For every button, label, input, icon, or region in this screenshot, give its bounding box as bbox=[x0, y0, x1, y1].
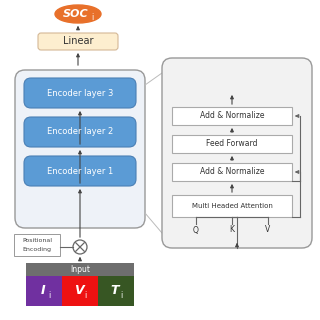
FancyBboxPatch shape bbox=[38, 33, 118, 50]
Ellipse shape bbox=[55, 5, 101, 23]
Text: Input: Input bbox=[70, 265, 90, 274]
FancyBboxPatch shape bbox=[24, 78, 136, 108]
Bar bbox=[26, 263, 134, 276]
FancyBboxPatch shape bbox=[24, 117, 136, 147]
FancyBboxPatch shape bbox=[24, 156, 136, 186]
Text: V: V bbox=[74, 284, 84, 298]
Text: Add & Normalize: Add & Normalize bbox=[200, 111, 264, 121]
Bar bbox=[98, 276, 134, 306]
Bar bbox=[172, 163, 292, 181]
Text: Encoder layer 2: Encoder layer 2 bbox=[47, 127, 113, 137]
Text: Encoding: Encoding bbox=[22, 246, 52, 252]
FancyBboxPatch shape bbox=[15, 70, 145, 228]
Text: Encoder layer 1: Encoder layer 1 bbox=[47, 166, 113, 175]
Text: Q: Q bbox=[193, 226, 199, 235]
Text: i: i bbox=[84, 291, 86, 300]
Bar bbox=[172, 135, 292, 153]
Text: I: I bbox=[41, 284, 45, 298]
FancyBboxPatch shape bbox=[162, 58, 312, 248]
Text: i: i bbox=[48, 291, 50, 300]
Text: V: V bbox=[265, 226, 271, 235]
Text: i: i bbox=[91, 12, 93, 21]
Text: Feed Forward: Feed Forward bbox=[206, 140, 258, 148]
Circle shape bbox=[73, 240, 87, 254]
Text: Add & Normalize: Add & Normalize bbox=[200, 167, 264, 177]
Text: T: T bbox=[111, 284, 119, 298]
Text: Multi Headed Attention: Multi Headed Attention bbox=[192, 203, 272, 209]
Text: Positional: Positional bbox=[22, 238, 52, 244]
Text: Encoder layer 3: Encoder layer 3 bbox=[47, 89, 113, 98]
Bar bbox=[172, 107, 292, 125]
Text: SOC: SOC bbox=[63, 9, 89, 19]
Bar bbox=[62, 276, 98, 306]
Bar bbox=[14, 234, 60, 256]
Text: K: K bbox=[229, 226, 235, 235]
Bar bbox=[172, 195, 292, 217]
Text: Linear: Linear bbox=[63, 36, 93, 46]
Text: i: i bbox=[120, 291, 122, 300]
Bar bbox=[26, 276, 62, 306]
